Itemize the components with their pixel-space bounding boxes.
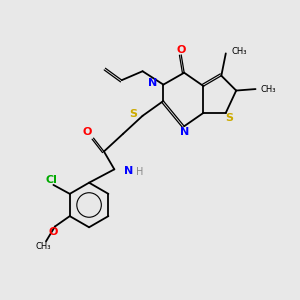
Text: N: N: [180, 127, 189, 136]
Text: Cl: Cl: [46, 176, 58, 185]
Text: O: O: [49, 227, 58, 237]
Text: S: S: [129, 109, 137, 119]
Text: S: S: [225, 113, 233, 123]
Text: O: O: [83, 127, 92, 137]
Text: H: H: [136, 167, 143, 177]
Text: CH₃: CH₃: [36, 242, 51, 251]
Text: N: N: [148, 78, 158, 88]
Text: CH₃: CH₃: [261, 85, 276, 94]
Text: CH₃: CH₃: [231, 47, 247, 56]
Text: O: O: [176, 44, 186, 55]
Text: N: N: [124, 166, 133, 176]
